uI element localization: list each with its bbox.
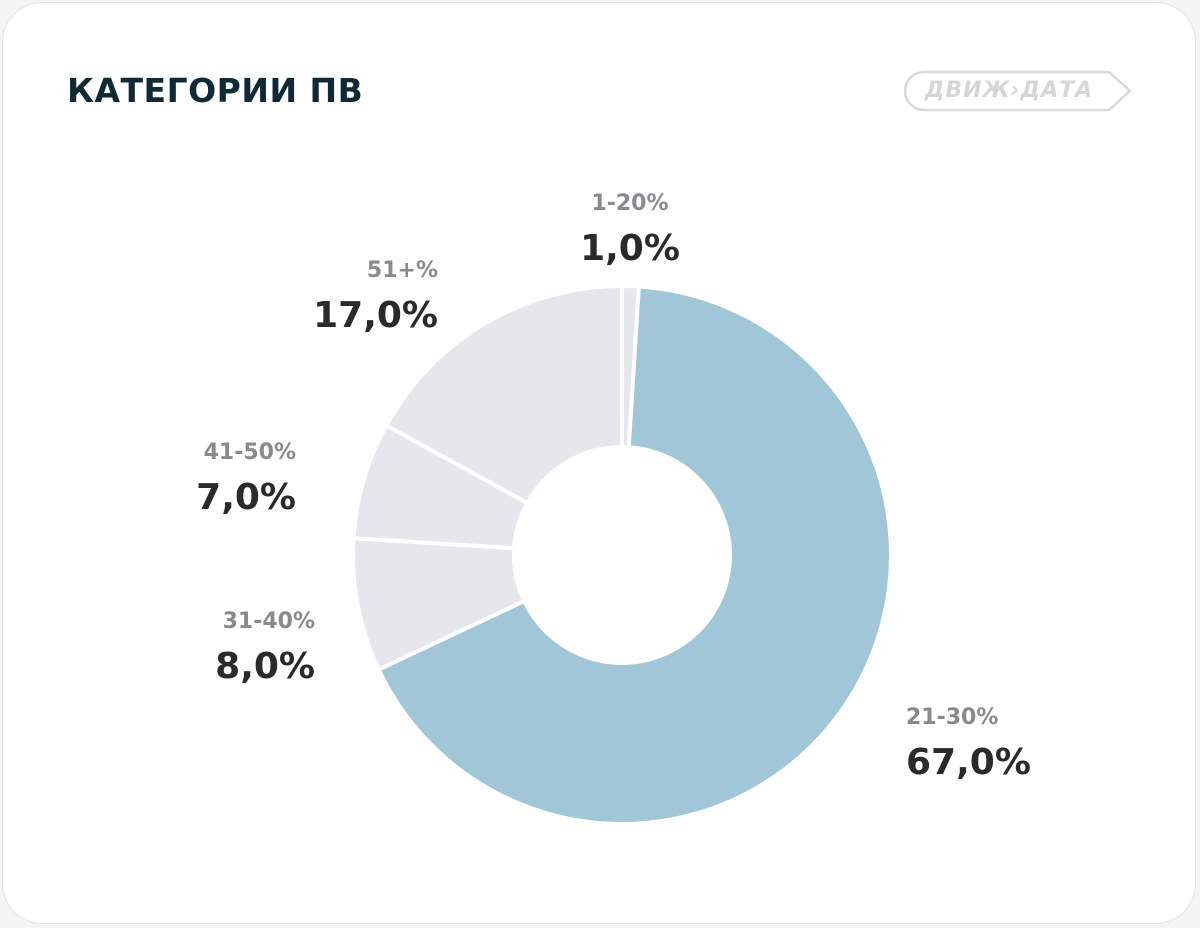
slice-category-label: 41-50% (204, 440, 296, 465)
donut-slice (376, 284, 893, 826)
slice-value-label: 7,0% (196, 477, 296, 518)
slice-category-label: 21-30% (906, 705, 998, 730)
logo-text: ДВИЖ›ДАТА (924, 78, 1094, 103)
logo-outline-icon (904, 70, 1132, 112)
slice-value-label: 8,0% (215, 646, 315, 687)
donut-slice (384, 284, 624, 505)
chart-title: КАТЕГОРИИ ПВ (67, 71, 364, 110)
brand-logo: ДВИЖ›ДАТА (904, 70, 1134, 112)
slice-value-label: 1,0% (580, 228, 680, 269)
slice-value-label: 17,0% (313, 295, 438, 336)
slice-value-label: 67,0% (906, 742, 1031, 783)
slice-category-label: 31-40% (223, 609, 315, 634)
slice-category-label: 51+% (367, 258, 438, 283)
slice-category-label: 1-20% (591, 191, 668, 216)
